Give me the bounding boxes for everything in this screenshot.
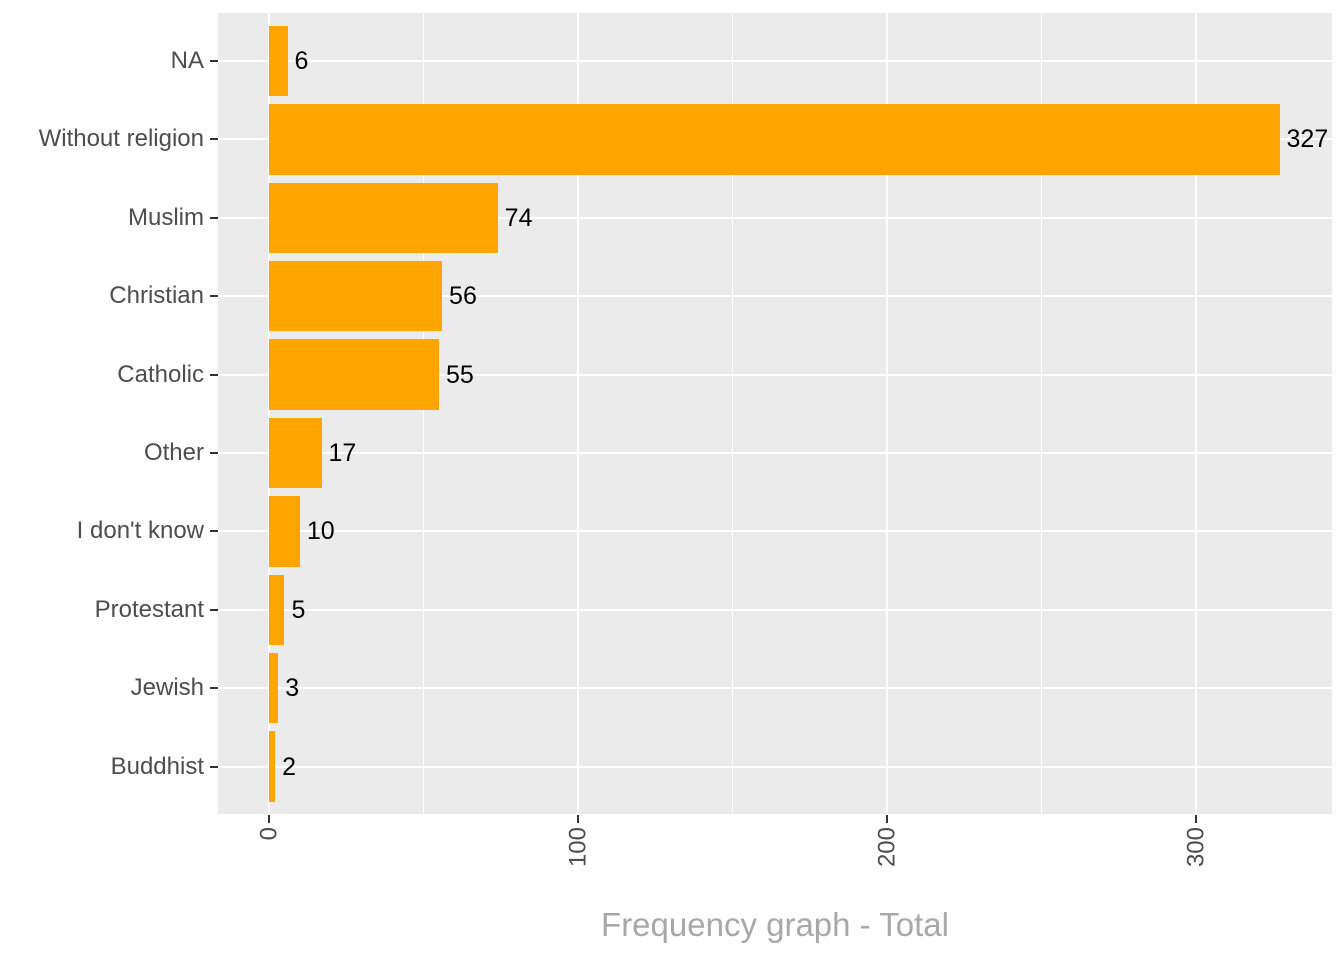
y-tick-mark — [210, 687, 218, 690]
x-tick-mark — [1194, 815, 1198, 823]
y-tick-mark — [210, 138, 218, 141]
gridline-minor-x — [422, 13, 425, 814]
x-tick-mark — [267, 815, 271, 823]
gridline-major-x — [1194, 13, 1198, 814]
gridline-major-y — [218, 295, 1332, 298]
gridline-major-y — [218, 530, 1332, 533]
y-tick-mark — [210, 608, 218, 611]
y-tick-mark — [210, 765, 218, 768]
bar — [269, 574, 285, 646]
bar — [269, 339, 439, 410]
bar-value-label: 74 — [504, 203, 533, 232]
plot-panel: 6 327 74 56 55 17 10 5 3 2 — [218, 13, 1332, 814]
gridline-major-x — [576, 13, 580, 814]
gridline-major-y — [218, 608, 1332, 611]
bar-value-label: 55 — [445, 360, 474, 389]
category-label: Muslim — [128, 203, 204, 231]
x-tick-label: 100 — [564, 827, 592, 868]
bar — [269, 417, 322, 489]
gridline-major-y — [218, 687, 1332, 690]
y-tick-mark — [210, 451, 218, 455]
bar — [269, 182, 498, 254]
bar-value-label: 17 — [328, 439, 357, 467]
bar — [269, 652, 279, 724]
category-label: Protestant — [94, 595, 204, 623]
x-tick-mark — [576, 815, 580, 823]
gridline-minor-x — [731, 13, 734, 814]
x-tick-label: 200 — [873, 827, 901, 868]
gridline-major-x — [267, 13, 271, 814]
category-label: Jewish — [130, 674, 204, 702]
bar-value-label: 6 — [294, 47, 309, 75]
y-tick-mark — [210, 530, 218, 533]
bar-value-label: 327 — [1286, 125, 1329, 154]
bar — [269, 260, 443, 332]
category-label: Christian — [109, 282, 204, 310]
y-tick-mark — [210, 295, 218, 298]
category-label: Catholic — [117, 360, 204, 388]
x-tick-mark — [885, 815, 889, 823]
category-label: Buddhist — [110, 752, 204, 780]
bar-value-label: 2 — [282, 752, 297, 781]
gridline-minor-x — [1040, 13, 1043, 814]
bar-value-label: 3 — [285, 674, 300, 703]
bar-value-label: 56 — [449, 282, 477, 311]
gridline-major-y — [218, 59, 1332, 63]
y-tick-mark — [210, 59, 218, 63]
bar-value-label: 5 — [291, 595, 306, 624]
x-tick-label: 0 — [255, 827, 283, 841]
bar — [269, 731, 276, 802]
gridline-major-y — [218, 373, 1332, 376]
gridline-major-y — [218, 216, 1332, 219]
category-label: NA — [170, 47, 204, 74]
bar — [269, 25, 288, 97]
bar-value-label: 10 — [306, 517, 335, 546]
gridline-major-y — [218, 451, 1332, 455]
category-label: Other — [143, 439, 204, 466]
bar — [269, 496, 300, 567]
gridline-major-y — [218, 765, 1332, 768]
category-label: Without religion — [38, 125, 204, 153]
x-axis-title: Frequency graph - Total — [601, 906, 949, 943]
y-tick-mark — [210, 373, 218, 376]
category-label: I don't know — [76, 517, 204, 545]
bar — [269, 104, 1280, 175]
gridline-major-x — [885, 13, 889, 814]
y-tick-mark — [210, 216, 218, 219]
x-tick-label: 300 — [1182, 827, 1210, 868]
